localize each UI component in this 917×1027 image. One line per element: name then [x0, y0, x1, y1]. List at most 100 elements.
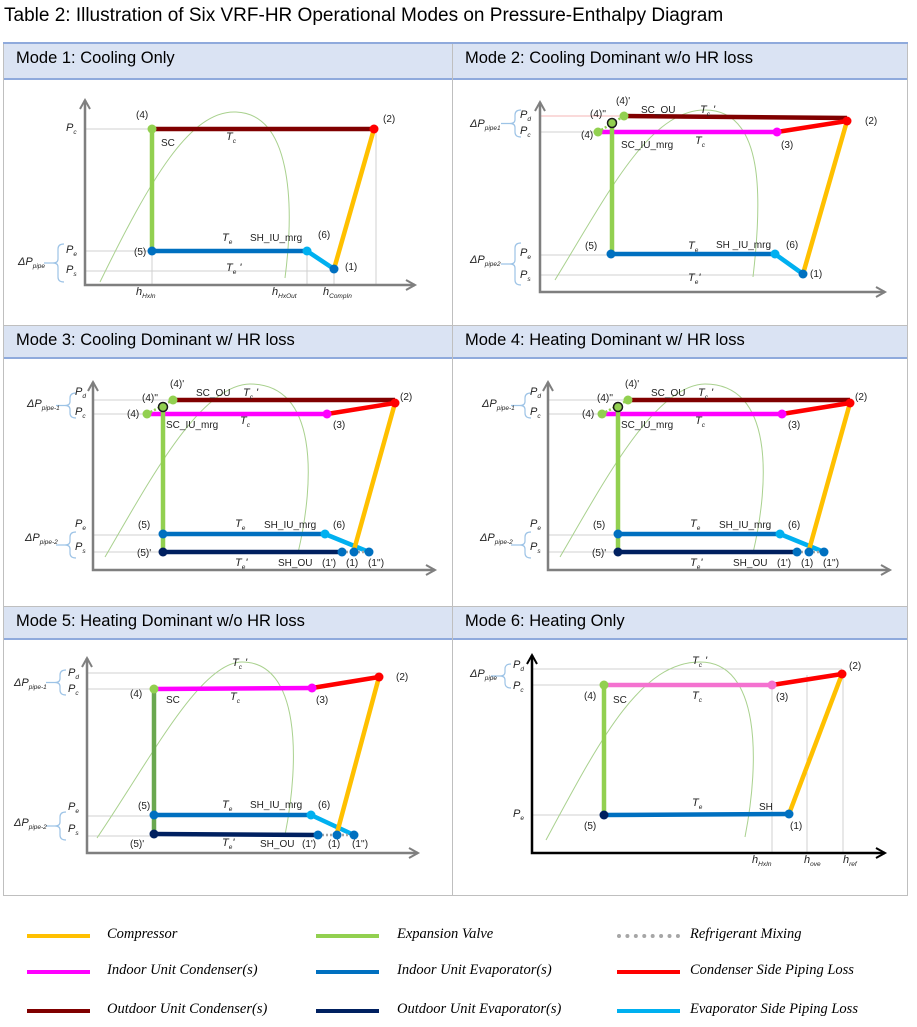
- label-main: ΔP: [13, 817, 29, 829]
- label-main: h: [272, 286, 278, 298]
- diagram-label: ΔPpipe-1: [481, 398, 515, 412]
- label-main: T: [688, 272, 696, 284]
- state-point: [597, 409, 607, 419]
- state-point: [819, 547, 829, 557]
- label-subscript: c: [73, 129, 77, 136]
- diagram-label: (1''): [823, 558, 839, 569]
- diagram-label: (6): [788, 520, 800, 531]
- label-subscript: pipe-2: [39, 539, 58, 546]
- diagram-label: (4)': [616, 96, 630, 107]
- y-axis-arrow-icon: [542, 379, 554, 392]
- diagram-label: (4): [581, 130, 593, 141]
- evap_loss-segment: [773, 252, 805, 276]
- compressor-segment: [334, 676, 382, 834]
- label-subscript: e: [229, 806, 233, 813]
- label-main: T: [235, 518, 243, 530]
- label-main: SH_IU_mrg: [250, 233, 302, 244]
- state-point: [157, 401, 169, 413]
- label-subscript: d: [537, 393, 541, 400]
- label-main: T: [688, 240, 696, 252]
- label-suffix: ': [708, 387, 714, 399]
- diagram-label: SH_IU_mrg: [719, 520, 771, 531]
- y-axis-arrow-icon: [81, 655, 93, 668]
- diagram-label: SH_IU_mrg: [250, 800, 302, 811]
- brace-icon: [491, 663, 512, 689]
- state-point: [158, 547, 168, 557]
- diagram-label: SH_OU: [733, 558, 767, 569]
- diagram-label: Te': [688, 272, 701, 286]
- diagram-label: SC: [161, 138, 175, 149]
- label-main: T: [692, 655, 700, 667]
- label-main: (4)': [616, 96, 630, 107]
- diagram-label: Tc: [695, 415, 706, 429]
- y-axis-arrow-icon: [79, 97, 91, 110]
- label-suffix: ': [698, 272, 701, 284]
- label-main: P: [68, 823, 76, 835]
- label-subscript: pipe2: [484, 261, 501, 268]
- diagram-label: SH_IU_mrg: [250, 233, 302, 244]
- diagram-label: (1''): [368, 558, 384, 569]
- mode-3-diagram: (4)' (4)'' SC_OU Tc ' (4) SC_IU_mrg Tc (3) (2) (5…: [24, 379, 438, 576]
- state-point: [168, 395, 178, 405]
- diagram-label: Te: [235, 518, 246, 532]
- diagram-label: (6): [786, 240, 798, 251]
- diagram-label: (3): [333, 420, 345, 431]
- x-axis-arrow-icon: [875, 847, 888, 859]
- diagram-label: Ps: [520, 269, 531, 283]
- label-main: T: [240, 415, 248, 427]
- axis-lines: [530, 655, 885, 855]
- label-suffix: ': [710, 104, 716, 116]
- label-subscript: pipe-1: [28, 684, 47, 691]
- label-main: SH_OU: [733, 558, 767, 569]
- state-point: [845, 398, 855, 408]
- diagram-label: Tc ': [232, 657, 248, 671]
- diagram-label: Tc ': [243, 387, 259, 401]
- label-main: T: [222, 837, 230, 849]
- mixing_green-segment: [597, 114, 625, 134]
- diagram-label: Pe: [75, 518, 86, 532]
- diagram-label: (3): [316, 695, 328, 706]
- label-main: P: [530, 518, 538, 530]
- brace-icon: [46, 811, 67, 841]
- state-point: [390, 398, 400, 408]
- brace-icon: [511, 392, 532, 419]
- label-subscript: s: [527, 276, 531, 283]
- label-main: T: [232, 657, 240, 669]
- label-main: T: [698, 387, 706, 399]
- label-main: h: [843, 854, 849, 866]
- state-point: [158, 529, 168, 539]
- state-point: [777, 409, 787, 419]
- diagram-label: (4): [127, 409, 139, 420]
- label-main: T: [235, 557, 243, 569]
- mode-3-header: Mode 3: Cooling Dominant w/ HR loss: [4, 326, 452, 359]
- label-main: ΔP: [469, 668, 485, 680]
- label-main: SC_IU_mrg: [621, 420, 673, 431]
- legend-swatch: [316, 934, 379, 938]
- state-point: [313, 830, 323, 840]
- label-main: P: [68, 667, 76, 679]
- diagram-label: SH_OU: [260, 839, 294, 850]
- label-subscript: s: [537, 548, 541, 555]
- saturation-dome: [99, 111, 290, 283]
- diagram-label: (3): [776, 692, 788, 703]
- legend-swatch: [27, 970, 90, 974]
- label-main: (6): [318, 230, 330, 241]
- diagram-label: hHxOut: [272, 286, 298, 300]
- label-subscript: e: [520, 815, 524, 822]
- label-subscript: pipe: [32, 263, 46, 270]
- label-subscript: c: [247, 422, 251, 429]
- axis-lines: [85, 658, 418, 855]
- diagram-label: (4)'': [597, 393, 613, 404]
- diagram-label: Ps: [68, 823, 79, 837]
- mode-5-diagram: Tc ' (2) (4) SC Tc (3) (5) Te SH_IU_mrg (6) (5)' Te…: [13, 655, 421, 859]
- x-axis-arrow-icon: [425, 564, 438, 576]
- label-main: P: [530, 406, 538, 418]
- label-main: T: [695, 135, 703, 147]
- label-main: (5): [593, 520, 605, 531]
- brace-icon: [44, 243, 65, 283]
- label-main: (4)'': [597, 393, 613, 404]
- label-main: SH_IU_mrg: [250, 800, 302, 811]
- label-main: P: [520, 125, 528, 137]
- diagram-label: (6): [318, 800, 330, 811]
